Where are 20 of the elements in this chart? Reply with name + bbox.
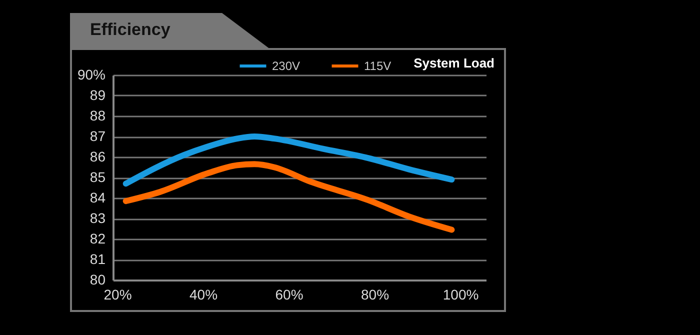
y-tick-label: 81 bbox=[90, 251, 106, 267]
y-tick-label: 89 bbox=[90, 87, 106, 103]
y-tick-label: 83 bbox=[90, 210, 106, 226]
x-tick-label: 100% bbox=[442, 286, 479, 302]
y-tick-label: 84 bbox=[90, 190, 106, 206]
y-tick-label: 85 bbox=[90, 169, 106, 185]
legend-label: 230V bbox=[272, 59, 300, 73]
y-tick-label: 82 bbox=[90, 230, 106, 246]
legend-label: 115V bbox=[364, 59, 392, 73]
y-tick-label: 80 bbox=[90, 272, 106, 288]
y-tick-label: 86 bbox=[90, 148, 106, 164]
y-tick-label: 88 bbox=[90, 108, 106, 124]
x-tick-label: 80% bbox=[361, 286, 390, 302]
chart-title: Efficiency bbox=[90, 20, 170, 40]
y-tick-label: 87 bbox=[90, 128, 106, 144]
x-tick-label: 60% bbox=[275, 286, 304, 302]
y-tick-label: 90% bbox=[77, 66, 106, 82]
x-tick-label: 20% bbox=[104, 286, 132, 302]
x-axis-title: System Load bbox=[414, 56, 495, 70]
x-tick-label: 40% bbox=[190, 286, 218, 302]
